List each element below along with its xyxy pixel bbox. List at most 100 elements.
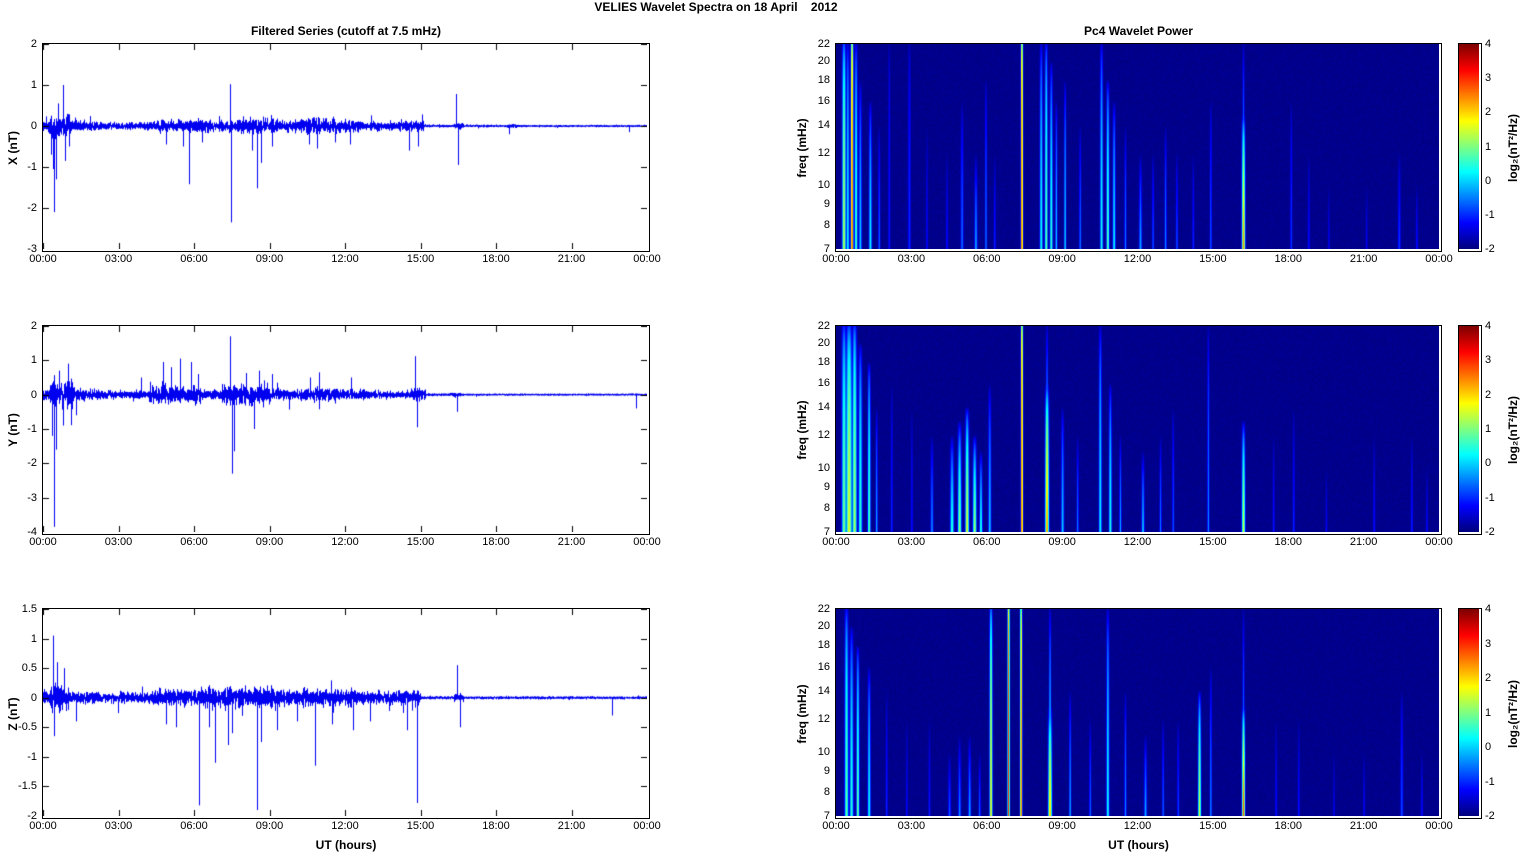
timeseries-x-plot: [43, 44, 647, 249]
panel-wavelet-y: freq (mHz) 00:00 03:00 06:00 09:00 12:00 15:0…: [795, 320, 1453, 548]
freq-tick-label: 18: [817, 356, 830, 369]
x-tick-label: 00:00: [29, 820, 57, 832]
panel-timeseries-z: Z (nT) UT (hours) 00:00 03:00 06:00 09:00 12…: [6, 603, 661, 852]
y-tick-label: -1.5: [18, 780, 37, 793]
y-tick-label: -1: [27, 423, 37, 435]
x-tick-label: 15:00: [1199, 253, 1227, 265]
colorbar-tick-label: 1: [1485, 140, 1492, 153]
freq-tick-label: 10: [817, 179, 830, 192]
colorbar-x: log₂(nT²/Hz) 4 3 2 1 0 -1 -2: [1458, 38, 1520, 255]
y-tick-label: -1: [27, 161, 37, 173]
colorbar-tick-label: 0: [1485, 741, 1492, 753]
y-tick-label: 0.5: [21, 662, 37, 675]
x-tick-label: 21:00: [557, 536, 586, 548]
x-tick-label: 18:00: [482, 536, 510, 548]
x-tick-label: 09:00: [1048, 820, 1076, 832]
freq-tick-label: 7: [823, 526, 830, 538]
colorbar-tick-label: 0: [1485, 174, 1492, 187]
x-axis-label-left: UT (hours): [315, 838, 377, 852]
freq-tick-label: 20: [817, 337, 830, 350]
freq-tick-label: 9: [823, 480, 830, 493]
wavelet-y-plot: [836, 326, 1439, 532]
x-tick-label: 00:00: [633, 253, 661, 265]
x-tick-label: 03:00: [897, 253, 926, 265]
freq-tick-label: 14: [817, 684, 830, 697]
x-tick-label: 00:00: [1425, 820, 1453, 832]
panel-timeseries-x: Filtered Series (cutoff at 7.5 mHz) X (n…: [6, 24, 661, 265]
x-tick-label: 18:00: [1274, 820, 1303, 832]
y-tick-label: 1: [30, 632, 37, 645]
freq-tick-label: 20: [817, 620, 830, 633]
freq-tick-label: 22: [817, 603, 830, 615]
x-tick-label: 03:00: [897, 820, 926, 832]
x-tick-label: 06:00: [972, 536, 1001, 548]
colorbar-tick-label: 3: [1485, 72, 1492, 85]
x-tick-label: 06:00: [180, 253, 208, 265]
y-tick-label: -3: [27, 243, 37, 255]
colorbar-tick-label: 0: [1485, 457, 1492, 470]
freq-tick-label: 20: [817, 55, 830, 68]
x-tick-label: 21:00: [1349, 820, 1378, 832]
colorbar-tick-label: 1: [1485, 706, 1492, 719]
x-tick-label: 00:00: [29, 253, 57, 265]
x-tick-label: 15:00: [1199, 536, 1227, 548]
freq-tick-label: 18: [817, 639, 830, 652]
freq-tick-label: 18: [817, 73, 830, 86]
freq-tick-label: 16: [817, 377, 830, 390]
x-tick-label: 09:00: [255, 820, 284, 832]
x-tick-label: 12:00: [1123, 820, 1152, 832]
y-tick-label: -2: [27, 810, 37, 822]
y-tick-label: -2: [27, 457, 37, 470]
x-tick-label: 00:00: [1425, 536, 1453, 548]
freq-tick-label: 7: [823, 243, 830, 255]
freq-tick-label: 22: [817, 38, 830, 50]
x-tick-label: 00:00: [822, 253, 850, 265]
freq-tick-label: 12: [817, 146, 830, 159]
x-tick-label: 09:00: [1048, 253, 1076, 265]
y-tick-label: -2: [27, 202, 37, 214]
freq-tick-label: 16: [817, 95, 830, 107]
colorbar-tick-label: 2: [1485, 672, 1492, 684]
x-tick-label: 12:00: [331, 253, 359, 265]
colorbar-tick-label: 1: [1485, 423, 1492, 435]
freq-tick-label: 7: [823, 810, 830, 822]
y-tick-label: 1: [30, 79, 37, 91]
y-tick-label: -4: [27, 526, 37, 538]
freq-tick-label: 12: [817, 712, 830, 725]
x-tick-label: 21:00: [557, 253, 586, 265]
freq-tick-label: 22: [817, 320, 830, 332]
x-tick-label: 03:00: [104, 536, 133, 548]
colorbar-tick-label: -1: [1485, 491, 1495, 504]
x-tick-label: 18:00: [1274, 536, 1303, 548]
freq-tick-label: 8: [823, 785, 830, 798]
y-tick-label: 2: [30, 38, 37, 50]
left-column-title: Filtered Series (cutoff at 7.5 mHz): [250, 24, 442, 38]
colorbar-tick-label: 3: [1485, 354, 1492, 367]
right-column-title: Pc4 Wavelet Power: [1084, 24, 1193, 38]
y-tick-label: -0.5: [18, 721, 37, 734]
freq-tick-label: 9: [823, 198, 830, 210]
x-tick-label: 09:00: [255, 536, 284, 548]
x-tick-label: 21:00: [557, 820, 586, 832]
colorbar-tick-label: -1: [1485, 775, 1495, 788]
x-tick-label: 12:00: [331, 536, 359, 548]
y-tick-label: 0: [30, 691, 37, 704]
freq-tick-label: 10: [817, 461, 830, 474]
x-tick-label: 00:00: [1425, 253, 1453, 265]
colorbar-z-gradient: [1459, 609, 1479, 816]
wavelet-x-plot: [836, 44, 1439, 249]
x-tick-label: 21:00: [1349, 536, 1378, 548]
freq-tick-label: 16: [817, 660, 830, 673]
y-axis-label-x: X (nT): [6, 130, 20, 165]
y-tick-label: 1: [30, 354, 37, 367]
x-tick-label: 12:00: [331, 820, 359, 832]
x-tick-label: 09:00: [255, 253, 284, 265]
colorbar-y-gradient: [1459, 326, 1479, 532]
colorbar-tick-label: 3: [1485, 637, 1492, 650]
x-tick-label: 00:00: [29, 536, 57, 548]
colorbar-tick-label: 2: [1485, 106, 1492, 119]
x-tick-label: 06:00: [972, 253, 1001, 265]
x-tick-label: 18:00: [482, 253, 510, 265]
x-tick-label: 12:00: [1123, 536, 1152, 548]
timeseries-z-plot: [43, 609, 647, 816]
